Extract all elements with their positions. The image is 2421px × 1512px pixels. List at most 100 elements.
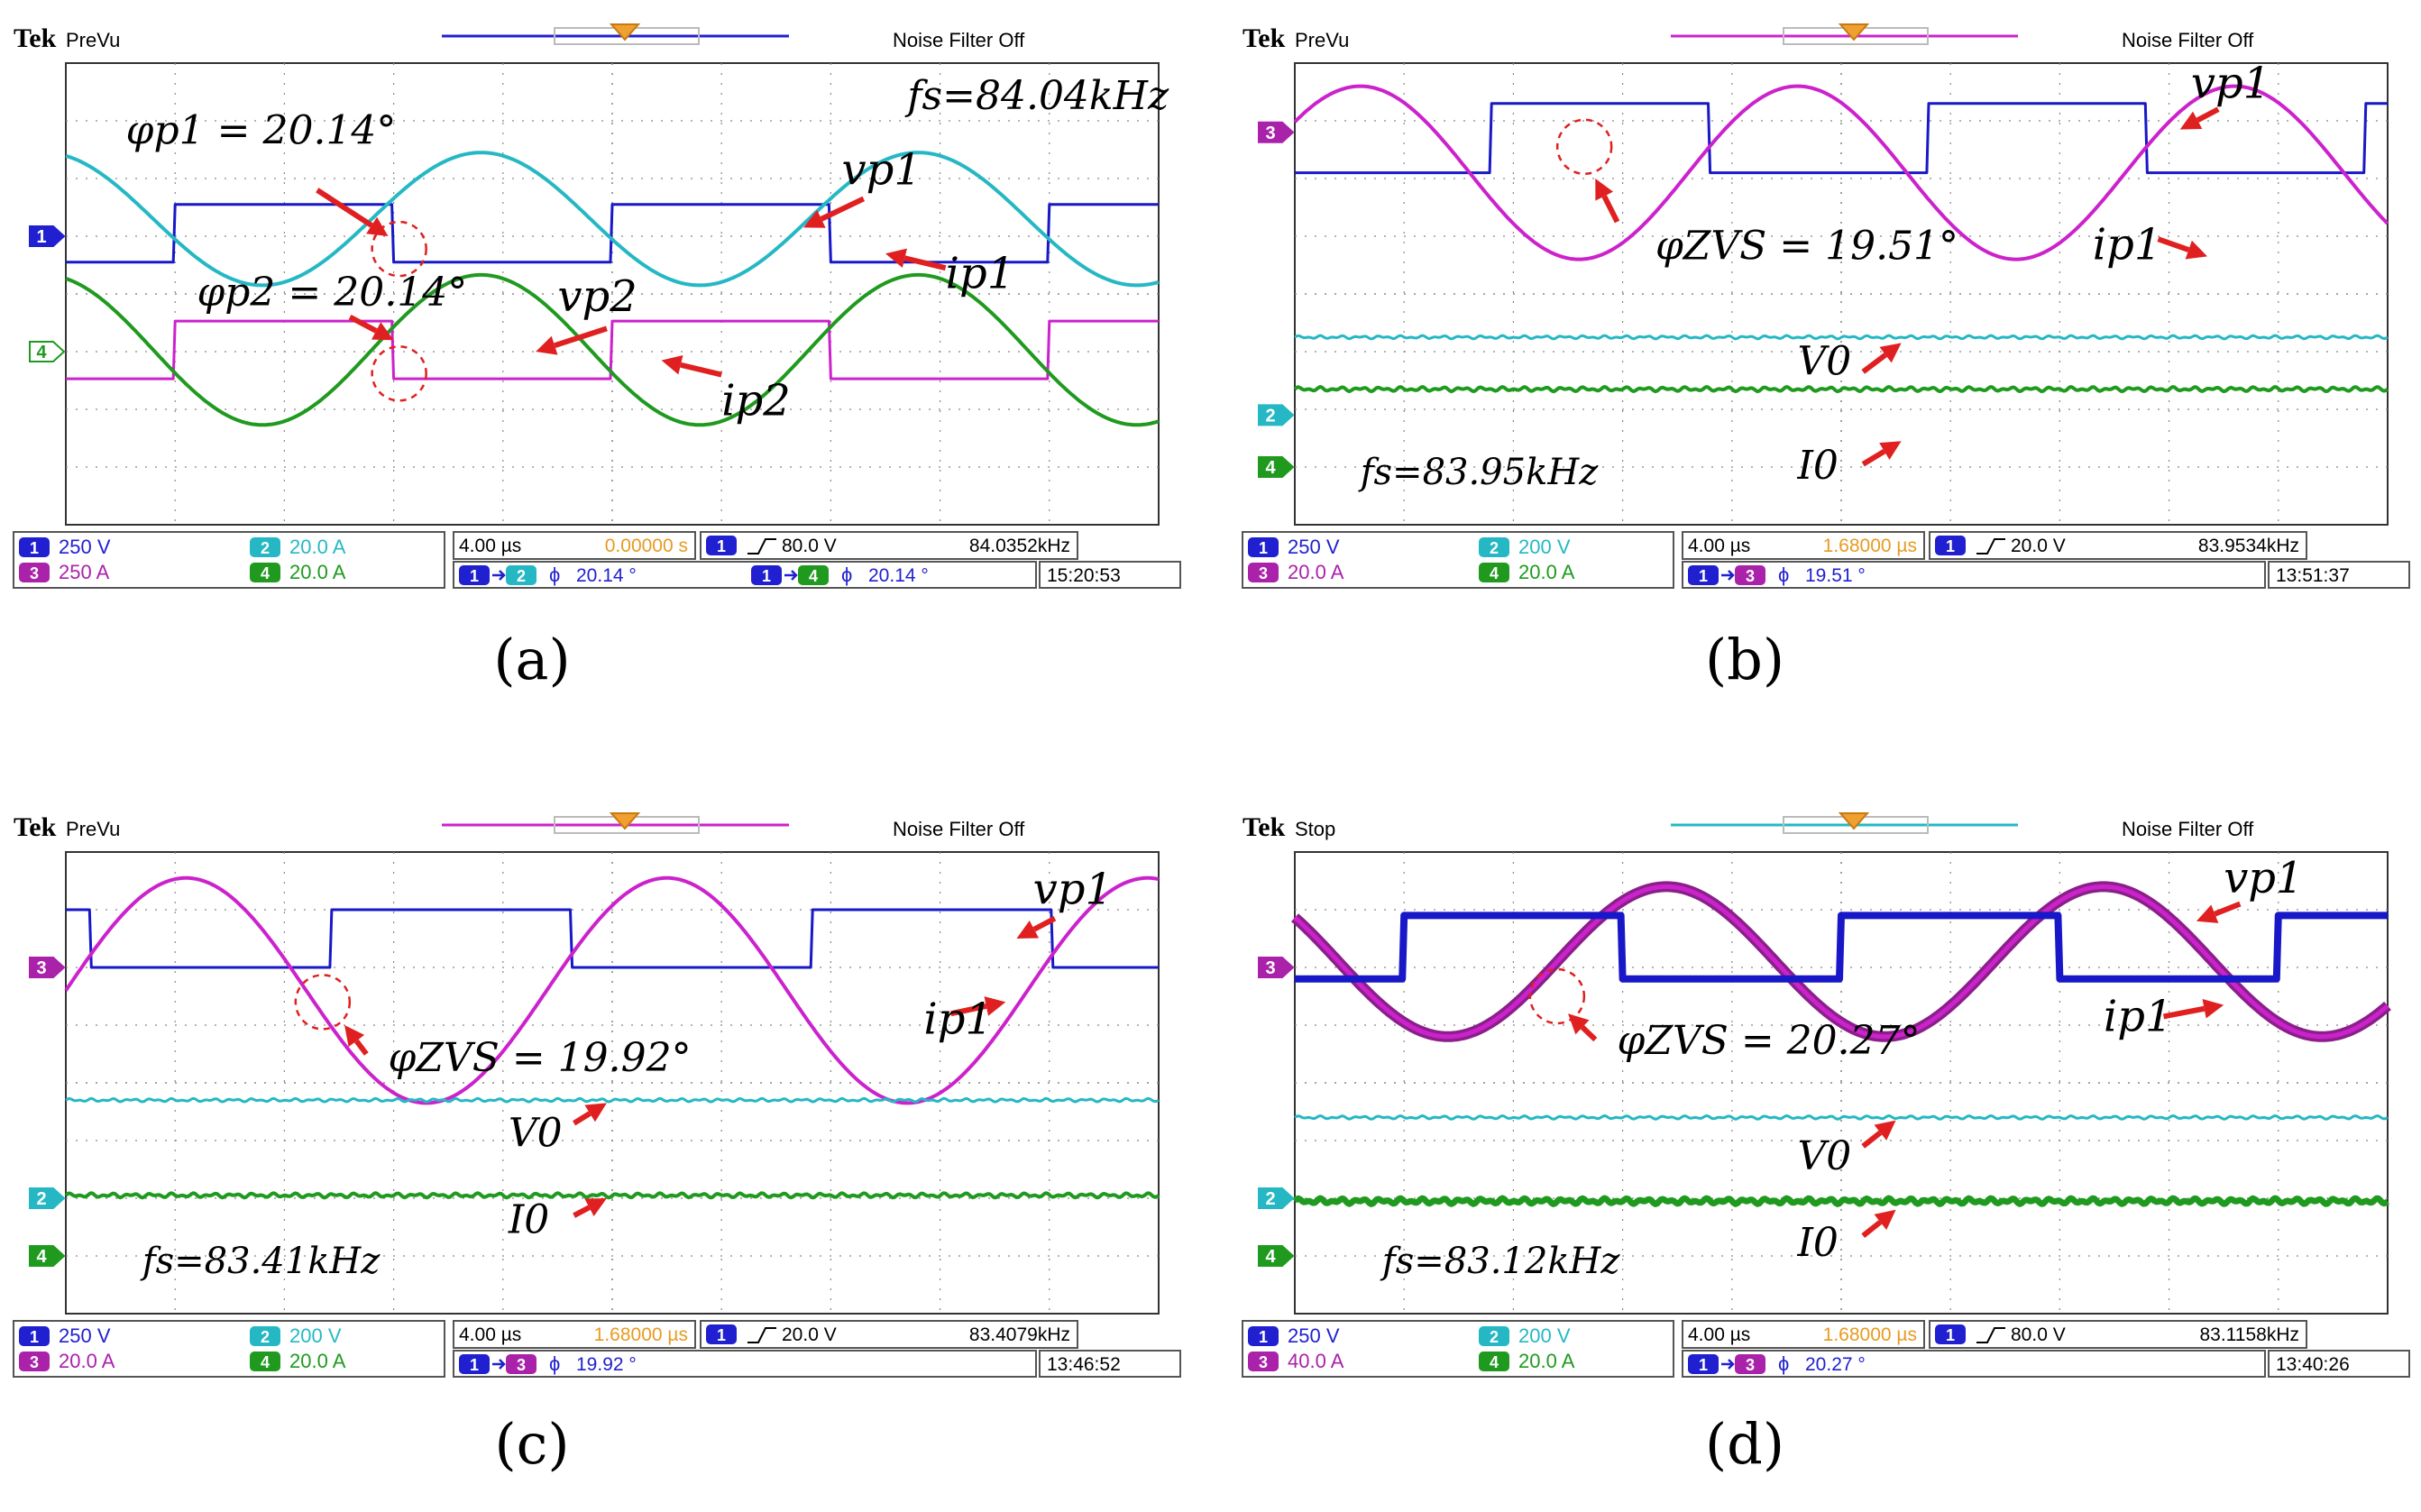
channel-marker-label: 2 [1265,1189,1275,1209]
ch2-scale: 20.0 A [289,536,346,558]
rising-edge-icon [1976,538,2005,554]
status-bar: 1 250 V 2 200 V 3 20.0 A 4 20.0 A 4.00 µs 1.68000… [1242,531,2410,589]
phase-meas-2-arrow-icon [784,570,798,581]
trigger-position-icon [1838,812,1870,830]
acquisition-state: PreVu [1295,29,1349,51]
channel-marker-shape [29,957,66,978]
waveform-annotation: ip1 [2093,220,2162,270]
ch3-chip [1248,1352,1279,1371]
rising-edge-icon [1976,1327,2005,1343]
phase-meas-1-value: 20.14 ° [576,565,637,586]
channel-marker-label: 4 [1265,458,1276,478]
trace-4 [65,272,1160,427]
channel-marker-shape [29,1187,66,1209]
red-arrow-shaft [2157,236,2190,252]
waveform-annotation: φp1 = 20.14° [126,108,397,154]
trace-1 [1295,102,2388,175]
phase-meas-1-value: 20.27 ° [1805,1354,1866,1375]
timebase-box [453,531,696,560]
trigger-position-icon [1838,23,1870,41]
scope-panel-c: Tek PreVu Noise Filter Off 3 2 4 vp1 φZVS = 19.… [13,812,1181,1378]
channel-scale-box [1242,531,1674,589]
phase-meas-2-from-chip [751,565,782,585]
horizontal-delay: 1.68000 µs [594,1324,688,1345]
ch3-chip-label: 3 [30,564,39,582]
timebase: 4.00 µs [459,1324,521,1345]
channel-marker-shape [1258,121,1295,143]
phase-meas-1-arrow-icon [1721,570,1735,581]
waveform-traces [1290,881,2391,1207]
phase-meas-1-from-chip [1688,1354,1719,1374]
horizontal-delay: 1.68000 µs [1823,536,1917,556]
red-arrow-head [1879,441,1902,460]
phase-circle [1555,118,1613,176]
red-arrow-shaft [1601,195,1620,224]
phase-meas-2-to-chip-label: 4 [809,567,818,585]
channel-marker-shape [1258,1187,1295,1209]
channel-marker-shape [1258,1245,1295,1267]
noise-filter-status: Noise Filter Off [893,29,1025,51]
trigger-frequency: 83.1158kHz [2199,1324,2299,1345]
waveform-annotation: ip1 [2104,991,2173,1041]
phase-meas-1-arrow-icon [492,1359,506,1370]
phase-meas-1-label: ϕ [549,564,560,586]
channel-marker-label: 2 [36,1189,46,1209]
waveform-annotation: V0 [509,1110,563,1156]
ch4-chip-label: 4 [1490,1353,1499,1371]
phase-meas-1-arrow-icon [492,570,506,581]
waveform-annotation: fs=83.12kHz [1380,1241,1620,1282]
waveform-traces [65,151,1160,427]
phase-meas-1-to-chip-label: 2 [517,567,526,585]
waveform-annotation: φZVS = 19.92° [389,1035,692,1081]
red-arrow-head [1568,1013,1590,1035]
channel-marker-shape [29,341,66,362]
trigger-box [700,531,1078,560]
channel-marker-2: 2 [29,1187,66,1209]
trigger-level: 20.0 V [782,1324,837,1345]
trig-chip-label: 1 [717,1326,726,1344]
measurement-box [453,1350,1037,1378]
channel-marker-2: 2 [1258,404,1295,426]
channel-marker-3: 3 [1258,121,1295,143]
phase-circle [294,974,352,1031]
trace-5 [1292,1195,2390,1207]
trace-4 [64,1191,1160,1200]
ch3-chip-label: 3 [30,1353,39,1371]
phase-meas-1-from-chip-label: 1 [470,1356,479,1374]
ch3-chip-label: 3 [1259,1353,1268,1371]
ch1-chip [1248,1326,1279,1346]
phase-circle [1528,967,1586,1025]
clock-box [1039,561,1181,589]
channel-scale-box [13,1320,445,1378]
acquisition-state: Stop [1295,818,1335,840]
trig-chip [1935,536,1966,555]
phase-circle [371,220,427,278]
ch4-scale: 20.0 A [1518,1350,1575,1372]
measurement-box [1682,561,2266,589]
waveform-annotation: ip1 [946,249,1015,299]
tek-logo: Tek [1243,812,1286,842]
red-arrow-shaft [2214,901,2242,917]
red-arrow-head [371,322,394,341]
timebase-box [1682,1320,1925,1349]
channel-marker-shape [29,1245,66,1267]
ch2-chip [250,1326,280,1346]
ch3-scale: 20.0 A [1288,561,1344,583]
channel-marker-label: 4 [1265,1247,1276,1267]
red-arrow-head [366,216,389,236]
channel-marker-1: 1 [29,225,66,247]
ch2-scale: 200 V [1518,1324,1571,1347]
waveform-annotation: vp1 [2191,58,2270,108]
phase-meas-1-to-chip-label: 3 [1746,567,1755,585]
noise-filter-status: Noise Filter Off [2122,818,2254,840]
scope-panel-d: Tek Stop Noise Filter Off 3 2 4 vp1 φZVS = 20.2… [1242,812,2410,1378]
red-arrow-shaft [573,1111,591,1126]
ch1-chip [19,1326,50,1346]
panel-label-d: (d) [1704,1411,1785,1477]
clock-box [2268,561,2410,589]
waveform-annotation: fs=84.04kHz [904,73,1169,119]
phase-meas-1-to-chip [1735,565,1765,585]
tek-logo: Tek [1243,23,1286,53]
ch3-chip-label: 3 [1259,564,1268,582]
